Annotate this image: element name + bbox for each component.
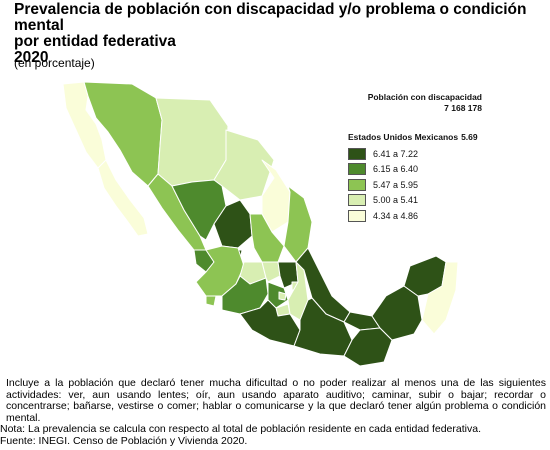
legend-range: 4.34 a 4.86	[373, 210, 419, 221]
footnotes: Incluye a la población que declaró tener…	[0, 377, 546, 447]
legend-item: 5.00 a 5.41	[348, 193, 478, 209]
state-sinaloa[interactable]	[147, 173, 207, 251]
footnote-fuente: Fuente: INEGI. Censo de Población y Vivi…	[0, 434, 248, 447]
legend-swatch	[348, 147, 366, 160]
state-queretaro[interactable]	[261, 261, 281, 283]
map-subtitle: (en porcentaje)	[14, 56, 95, 70]
title-line-1: Prevalencia de población con discapacida…	[14, 1, 527, 34]
legend-item: 6.41 a 7.22	[348, 146, 478, 162]
map-legend: Estados Unidos Mexicanos 5.69 6.41 a 7.22…	[348, 132, 478, 224]
legend-title-text: Estados Unidos Mexicanos	[348, 132, 459, 142]
legend-item: 5.47 a 5.95	[348, 177, 478, 193]
legend-range: 5.00 a 5.41	[373, 195, 419, 206]
legend-swatch	[348, 178, 366, 191]
population-value: 7 168 178	[444, 103, 482, 113]
footnote-disability-definition: Incluye a la población que declaró tener…	[6, 377, 546, 424]
population-label: Población con discapacidad	[367, 92, 482, 102]
legend-item: 6.15 a 6.40	[348, 162, 478, 178]
legend-average: 5.69	[461, 132, 478, 142]
state-chiapas[interactable]	[343, 327, 393, 367]
state-chihuahua[interactable]	[155, 97, 229, 187]
state-guerrero[interactable]	[239, 299, 301, 347]
map-title: Prevalencia de población con discapacida…	[14, 2, 544, 66]
population-summary: Población con discapacidad 7 168 178	[346, 92, 482, 114]
state-ciudad-de-mexico[interactable]	[278, 291, 287, 301]
state-estado-de-mexico[interactable]	[267, 281, 289, 309]
state-quintana-roo[interactable]	[421, 261, 459, 335]
state-baja-california-sur[interactable]	[97, 159, 149, 237]
state-puebla[interactable]	[287, 261, 309, 321]
legend-item: 4.34 a 4.86	[348, 208, 478, 224]
legend-swatch	[348, 209, 366, 222]
legend-range: 6.15 a 6.40	[373, 164, 419, 175]
legend-swatch	[348, 194, 366, 207]
legend-swatch	[348, 163, 366, 176]
title-line-2: por entidad federativa	[14, 33, 176, 50]
state-michoacan[interactable]	[221, 275, 269, 315]
footnote-nota: Nota: La prevalencia se calcula con resp…	[0, 423, 481, 435]
title-line-3: 2020	[14, 49, 49, 66]
legend-range: 5.47 a 5.95	[373, 179, 419, 190]
legend-title: Estados Unidos Mexicanos 5.69	[348, 132, 478, 142]
legend-range: 6.41 a 7.22	[373, 148, 419, 159]
mexico-choropleth-map	[62, 81, 459, 367]
state-colima[interactable]	[205, 295, 217, 307]
